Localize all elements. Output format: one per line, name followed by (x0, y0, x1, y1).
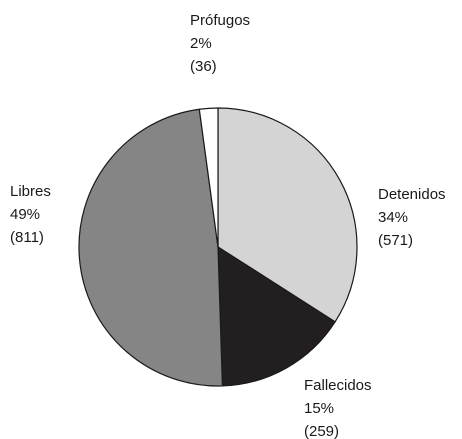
pie-slice-profugos (198, 107, 219, 248)
label-fallecidos-percent: 15% (304, 400, 334, 417)
pie-slice-detenidos (217, 107, 358, 323)
label-libres-percent: 49% (10, 206, 40, 223)
pie-slice-libres (78, 108, 224, 387)
label-libres-name: Libres (10, 183, 51, 200)
label-detenidos-name: Detenidos (378, 186, 446, 203)
label-profugos-percent: 2% (190, 35, 212, 52)
label-profugos: Prófugos 2% (36) (190, 12, 250, 75)
label-libres: Libres 49% (811) (10, 183, 51, 246)
label-detenidos: Detenidos 34% (571) (378, 186, 446, 249)
pie-slices (78, 107, 358, 387)
label-fallecidos-name: Fallecidos (304, 377, 372, 394)
label-fallecidos-count: (259) (304, 423, 339, 439)
label-detenidos-count: (571) (378, 232, 413, 249)
label-profugos-count: (36) (190, 58, 217, 75)
label-profugos-name: Prófugos (190, 12, 250, 29)
label-libres-count: (811) (10, 229, 44, 246)
label-detenidos-percent: 34% (378, 209, 408, 226)
label-fallecidos: Fallecidos 15% (259) (304, 377, 372, 439)
pie-slice-fallecidos (217, 246, 336, 387)
